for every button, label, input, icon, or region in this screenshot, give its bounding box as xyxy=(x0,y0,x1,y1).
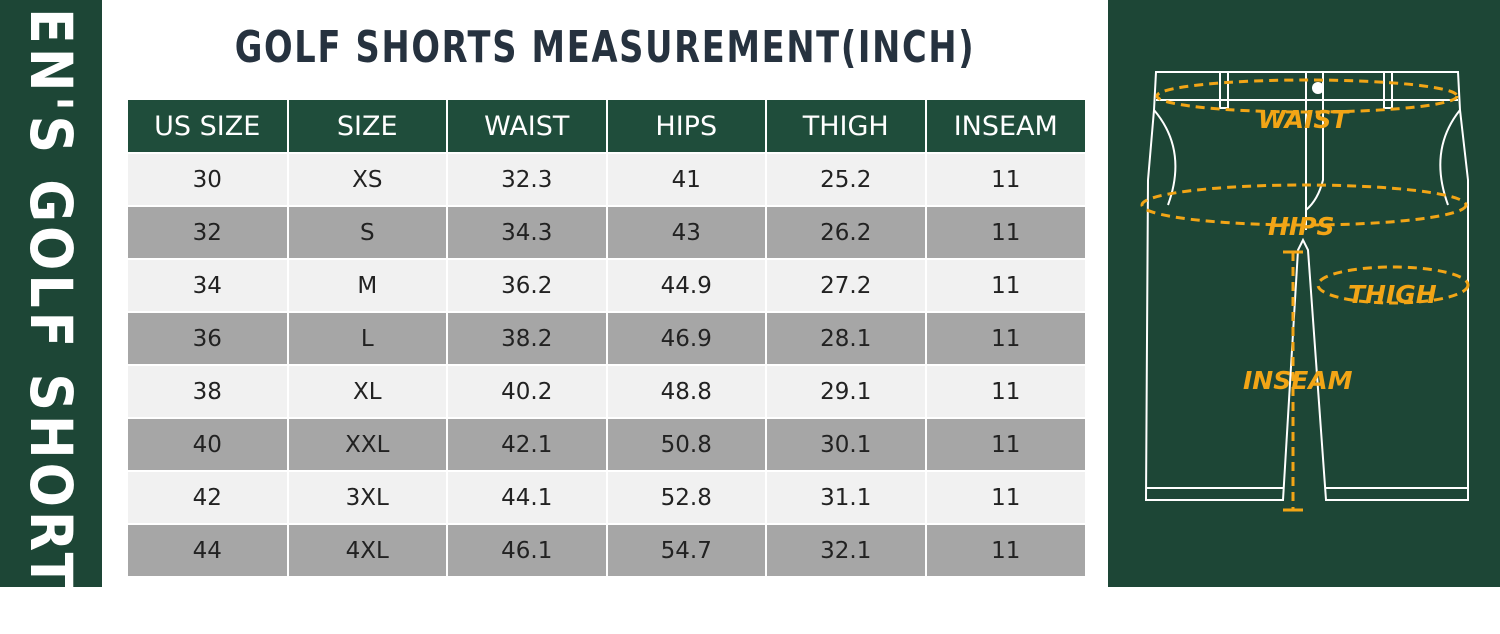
table-body: 30 XS 32.3 41 25.2 11 32 S 34.3 43 26.2 11 34 M 36.2 44… xyxy=(128,152,1085,576)
side-label: MEN'S GOLF SHORTS xyxy=(17,0,85,634)
table-cell: 29.1 xyxy=(766,364,927,418)
table-cell: 11 xyxy=(925,417,1085,471)
table-cell: 34 xyxy=(128,258,289,312)
button xyxy=(1312,82,1324,94)
table-cell: 11 xyxy=(925,311,1085,365)
table-row: 36 L 38.2 46.9 28.1 11 xyxy=(128,311,1085,365)
table-cell: XXL xyxy=(287,417,448,471)
table-row: 40 XXL 42.1 50.8 30.1 11 xyxy=(128,417,1085,471)
table-cell: 36 xyxy=(128,311,289,365)
table-cell: 38 xyxy=(128,364,289,418)
header-cell: US SIZE xyxy=(128,100,289,153)
table-cell: M xyxy=(287,258,448,312)
table-cell: 42.1 xyxy=(447,417,608,471)
table-cell: 42 xyxy=(128,470,289,524)
table-cell: 32.3 xyxy=(447,152,608,206)
table-cell: 40.2 xyxy=(447,364,608,418)
table-cell: 48.8 xyxy=(606,364,767,418)
table-cell: 30 xyxy=(128,152,289,206)
table-row: 32 S 34.3 43 26.2 11 xyxy=(128,205,1085,259)
header-cell: HIPS xyxy=(606,100,767,153)
table-cell: 30.1 xyxy=(766,417,927,471)
table-cell: 26.2 xyxy=(766,205,927,259)
measure-guides xyxy=(1140,78,1470,510)
table-cell: 43 xyxy=(606,205,767,259)
table-cell: 11 xyxy=(925,205,1085,259)
size-table: US SIZE SIZE WAIST HIPS THIGH INSEAM 30 XS 32.3… xyxy=(128,100,1085,576)
header-cell: THIGH xyxy=(766,100,927,153)
table-cell: 32 xyxy=(128,205,289,259)
title: GOLF SHORTS MEASUREMENT(INCH) xyxy=(234,22,976,73)
table-cell: 46.9 xyxy=(606,311,767,365)
table-row: 30 XS 32.3 41 25.2 11 xyxy=(128,152,1085,206)
table-cell: S xyxy=(287,205,448,259)
shorts-diagram: WAIST HIPS THIGH INSEAM xyxy=(1140,71,1470,512)
table-cell: 11 xyxy=(925,470,1085,524)
table-cell: 38.2 xyxy=(447,311,608,365)
table-cell: 50.8 xyxy=(606,417,767,471)
table-cell: 54.7 xyxy=(606,523,767,576)
table-cell: 41 xyxy=(606,152,767,206)
diagram-panel: WAIST HIPS THIGH INSEAM xyxy=(1108,0,1500,587)
table-cell: 11 xyxy=(925,364,1085,418)
diagram-label: THIGH xyxy=(1348,280,1437,309)
diagram-label: WAIST xyxy=(1258,105,1350,134)
table-cell: XS xyxy=(287,152,448,206)
header-cell: INSEAM xyxy=(925,100,1085,153)
table-cell: 46.1 xyxy=(447,523,608,576)
header-cell: SIZE xyxy=(287,100,448,153)
table-cell: 40 xyxy=(128,417,289,471)
table-cell: 4XL xyxy=(287,523,448,576)
table-cell: 11 xyxy=(925,523,1085,576)
table-cell: 44.1 xyxy=(447,470,608,524)
table-cell: 25.2 xyxy=(766,152,927,206)
header-cell: WAIST xyxy=(447,100,608,153)
page: MEN'S GOLF SHORTS GOLF SHORTS MEASUREMEN… xyxy=(0,0,1500,587)
table-row: 34 M 36.2 44.9 27.2 11 xyxy=(128,258,1085,312)
table-cell: 3XL xyxy=(287,470,448,524)
table-cell: 34.3 xyxy=(447,205,608,259)
table-row: 38 XL 40.2 48.8 29.1 11 xyxy=(128,364,1085,418)
inseam-caps xyxy=(1283,250,1303,512)
table-cell: 44.9 xyxy=(606,258,767,312)
table-cell: 44 xyxy=(128,523,289,576)
table-cell: 11 xyxy=(925,258,1085,312)
table-cell: 52.8 xyxy=(606,470,767,524)
table-cell: 36.2 xyxy=(447,258,608,312)
table-cell: 32.1 xyxy=(766,523,927,576)
table-row: 42 3XL 44.1 52.8 31.1 11 xyxy=(128,470,1085,524)
table-cell: 31.1 xyxy=(766,470,927,524)
table-cell: 27.2 xyxy=(766,258,927,312)
header-row: US SIZE SIZE WAIST HIPS THIGH INSEAM xyxy=(128,100,1085,153)
table-row: 44 4XL 46.1 54.7 32.1 11 xyxy=(128,523,1085,576)
diagram-label: INSEAM xyxy=(1243,366,1353,395)
table-cell: L xyxy=(287,311,448,365)
table-cell: 11 xyxy=(925,152,1085,206)
table-cell: XL xyxy=(287,364,448,418)
side-banner: MEN'S GOLF SHORTS xyxy=(0,0,102,634)
shorts-outline xyxy=(1144,71,1469,501)
table-cell: 28.1 xyxy=(766,311,927,365)
diagram-label: HIPS xyxy=(1268,212,1335,241)
